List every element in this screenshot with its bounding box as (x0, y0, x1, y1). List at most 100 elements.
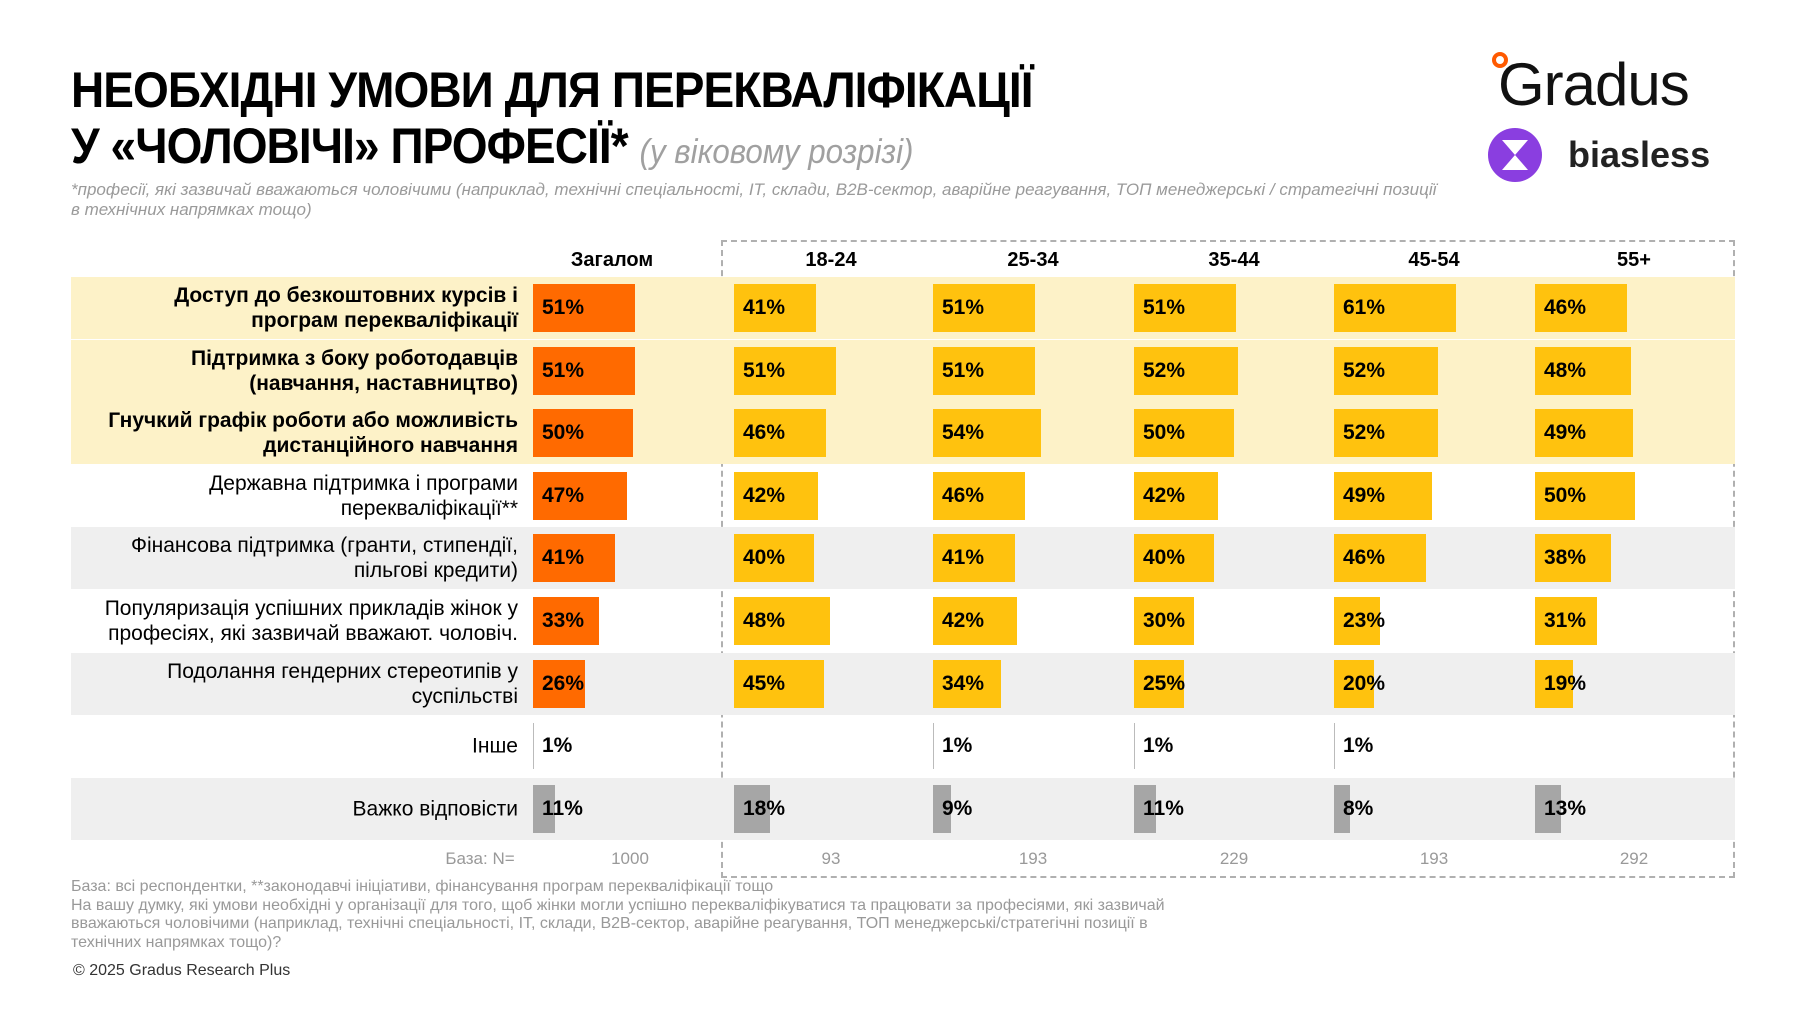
bar (734, 346, 836, 395)
data-label: 26% (542, 671, 585, 695)
data-label: 45% (743, 671, 786, 695)
bar (933, 346, 1035, 395)
base-count: 93 (821, 849, 841, 868)
row-label: Державна підтримка і програми перекваліф… (209, 471, 518, 520)
title-line-2: У «ЧОЛОВІЧІ» ПРОФЕСІЇ* (71, 118, 629, 174)
column-header: 55+ (1617, 249, 1651, 271)
bar (1334, 471, 1432, 520)
data-label: 8% (1343, 796, 1374, 820)
row-label: Популяризація успішних прикладів жінок у… (104, 597, 518, 645)
bar (1134, 471, 1218, 520)
data-label: 51% (743, 358, 786, 382)
bar (1334, 409, 1438, 458)
data-label: 9% (942, 796, 973, 820)
row-label: Гнучкий графік роботи або можливість дис… (108, 409, 518, 458)
table-row: Доступ до безкоштовних курсів і програм … (71, 277, 1735, 339)
bar (1134, 784, 1156, 833)
data-label: 38% (1544, 546, 1587, 570)
data-label: 11% (542, 796, 583, 820)
data-label: 51% (1143, 296, 1186, 319)
data-label: 42% (942, 609, 985, 632)
data-label: 11% (1143, 796, 1184, 820)
bar (1535, 346, 1631, 395)
bar (533, 659, 585, 708)
copyright: © 2025 Gradus Research Plus (73, 962, 291, 979)
data-label: 1% (1343, 734, 1374, 758)
bar (1334, 723, 1335, 770)
bar (1134, 346, 1238, 395)
column-header: 45-54 (1408, 249, 1460, 271)
bar (1535, 471, 1635, 520)
data-label: 51% (942, 296, 985, 319)
table-row: Державна підтримка і програми перекваліф… (71, 465, 1735, 527)
bar (1134, 659, 1184, 708)
data-label: 48% (1544, 358, 1587, 382)
bar (734, 471, 818, 520)
row-label: Доступ до безкоштовних курсів і програм … (174, 284, 518, 332)
data-label: 42% (1143, 483, 1186, 507)
footnote-base: База: всі респондентки, **законодавчі ін… (71, 878, 774, 895)
row-label: Подолання гендерних стереотипів у суспіл… (167, 659, 518, 708)
row-label: Підтримка з боку роботодавців (навчання,… (191, 346, 518, 395)
data-label: 46% (942, 483, 985, 507)
data-label: 1% (542, 734, 573, 758)
bar (1535, 409, 1633, 458)
bar (1334, 597, 1380, 645)
data-label: 47% (542, 483, 585, 507)
bar (734, 534, 814, 583)
data-label: 51% (542, 296, 585, 319)
data-label: 50% (542, 421, 585, 445)
column-header: Загалом (570, 249, 654, 271)
column-header: 25-34 (1007, 249, 1059, 271)
data-label: 30% (1143, 609, 1186, 632)
title-subtitle: (у віковому розрізі) (639, 133, 914, 171)
definition-note: *професії, які зазвичай вважаються чолов… (71, 180, 1437, 219)
bar (933, 534, 1015, 583)
table-row: Підтримка з боку роботодавців (навчання,… (71, 339, 1735, 402)
bar (533, 409, 633, 458)
title-line-1: НЕОБХІДНІ УМОВИ ДЛЯ ПЕРЕКВАЛІФІКАЦІЇ (71, 62, 1033, 118)
footnote-question: На вашу думку, які умови необхідні у орг… (71, 896, 1165, 951)
gradus-dot-icon (1492, 52, 1508, 68)
row-label: Фінансова підтримка (гранти, стипендії, … (131, 534, 518, 583)
table-row: Гнучкий графік роботи або можливість дис… (71, 402, 1735, 465)
data-label: 33% (542, 609, 585, 632)
base-label: База: N= (445, 849, 515, 868)
bar (533, 346, 635, 395)
bar (533, 471, 627, 520)
bar (533, 534, 615, 583)
data-label: 50% (1143, 421, 1186, 445)
table-row: Важко відповісти 11% 18% 9% 11% 8% 13% (71, 777, 1735, 840)
data-label: 20% (1343, 671, 1386, 695)
bar (1535, 784, 1561, 833)
data-label: 46% (743, 421, 786, 445)
bar (1535, 534, 1611, 583)
data-label: 23% (1343, 609, 1386, 632)
bar (1334, 784, 1350, 833)
bar (933, 471, 1025, 520)
bar (734, 659, 824, 708)
bar (1134, 723, 1135, 770)
bar (1334, 659, 1374, 708)
bar (533, 597, 599, 645)
column-header: 35-44 (1208, 249, 1260, 271)
data-label: 34% (942, 671, 985, 695)
data-label: 41% (542, 546, 585, 570)
data-label: 46% (1544, 296, 1587, 319)
data-label: 13% (1544, 796, 1587, 820)
footnote: База: всі респондентки, **законодавчі ін… (71, 878, 1171, 952)
data-label: 31% (1544, 609, 1587, 632)
table-row: Популяризація успішних прикладів жінок у… (71, 590, 1735, 652)
bar (1535, 284, 1627, 332)
bar (734, 597, 830, 645)
data-label: 25% (1143, 671, 1186, 695)
bar (734, 284, 816, 332)
bar (933, 784, 951, 833)
base-count: 229 (1219, 849, 1249, 868)
base-count: 193 (1419, 849, 1449, 868)
data-label: 48% (743, 609, 786, 632)
data-label: 1% (942, 734, 973, 758)
bar (734, 409, 826, 458)
data-label: 18% (743, 796, 786, 820)
data-label: 52% (1143, 358, 1186, 382)
